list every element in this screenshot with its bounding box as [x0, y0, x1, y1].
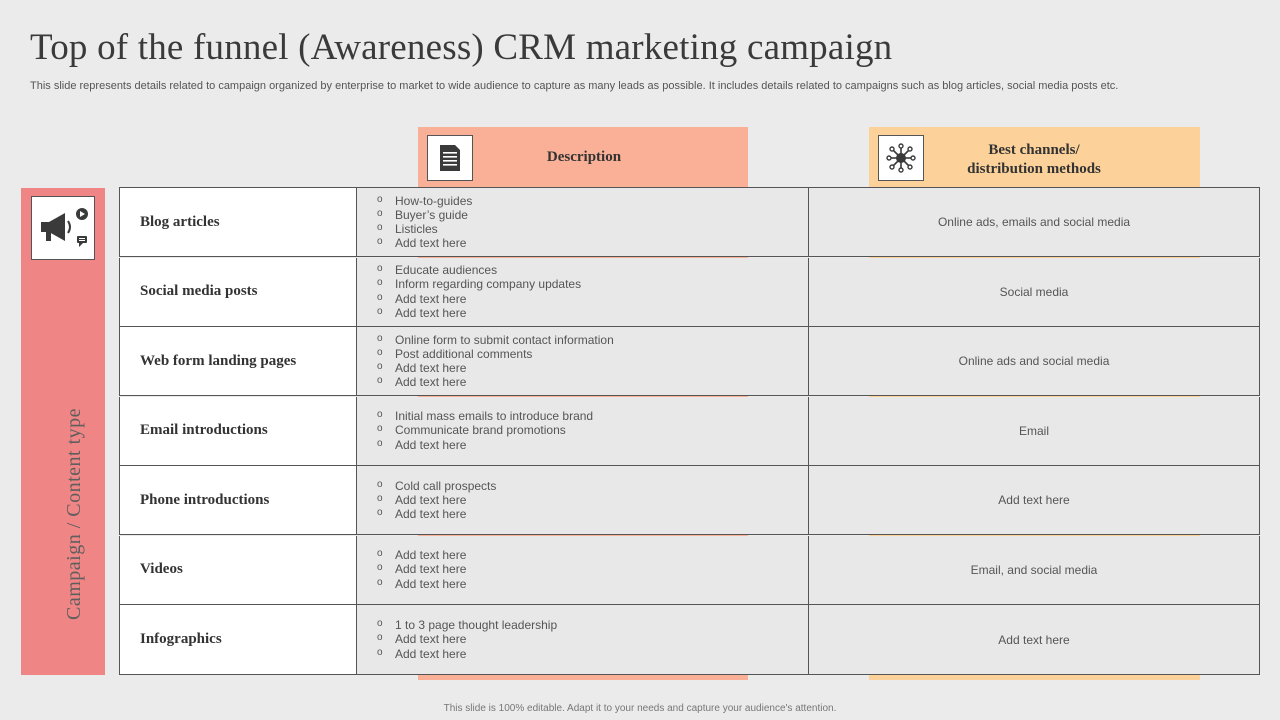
table-row: Phone introductions Cold call prospects …: [119, 466, 1260, 535]
row-description: Cold call prospects Add text here Add te…: [357, 466, 809, 534]
description-item: Add text here: [377, 437, 808, 452]
row-description: Educate audiences Inform regarding compa…: [357, 257, 809, 326]
table-row: Blog articles How-to-guides Buyer’s guid…: [119, 188, 1260, 257]
description-header: Description: [546, 149, 622, 165]
description-item: Add text here: [377, 374, 808, 389]
document-icon: [427, 135, 473, 181]
description-item: 1 to 3 page thought leadership: [377, 617, 808, 632]
row-channels: Add text here: [809, 466, 1260, 534]
description-item: Add text here: [377, 360, 808, 375]
megaphone-icon: [31, 196, 95, 260]
row-channels: Online ads and social media: [809, 327, 1260, 395]
description-item: Post additional comments: [377, 346, 808, 361]
row-description: Online form to submit contact informatio…: [357, 327, 809, 395]
description-item: Add text here: [377, 631, 808, 646]
description-item: Add text here: [377, 305, 808, 320]
description-item: Communicate brand promotions: [377, 422, 808, 437]
row-type: Phone introductions: [119, 466, 357, 534]
network-hub-icon: [878, 135, 924, 181]
channels-header-line2: distribution methods: [967, 161, 1101, 177]
description-item: Buyer’s guide: [377, 207, 808, 222]
description-item: Online form to submit contact informatio…: [377, 332, 808, 347]
row-description: 1 to 3 page thought leadership Add text …: [357, 605, 809, 674]
row-channels: Online ads, emails and social media: [809, 188, 1260, 256]
page-title: Top of the funnel (Awareness) CRM market…: [30, 27, 893, 68]
description-item: Listicles: [377, 221, 808, 236]
description-item: Add text here: [377, 561, 808, 576]
channels-header: Best channels/ distribution methods: [934, 141, 1134, 179]
campaign-table: Blog articles How-to-guides Buyer’s guid…: [119, 187, 1260, 675]
row-channels: Email, and social media: [809, 535, 1260, 604]
description-item: Add text here: [377, 492, 808, 507]
campaign-content-type-label: Campaign / Content type: [63, 407, 85, 620]
row-channels: Add text here: [809, 605, 1260, 674]
campaign-side-band: Campaign / Content type: [21, 188, 105, 675]
description-item: Add text here: [377, 576, 808, 591]
description-item: Educate audiences: [377, 262, 808, 277]
table-row: Web form landing pages Online form to su…: [119, 327, 1260, 396]
description-item: Add text here: [377, 547, 808, 562]
footer-note: This slide is 100% editable. Adapt it to…: [443, 703, 837, 714]
row-type: Social media posts: [119, 257, 357, 326]
table-row: Email introductions Initial mass emails …: [119, 396, 1260, 466]
row-type: Infographics: [119, 605, 357, 674]
row-type: Web form landing pages: [119, 327, 357, 395]
table-row: Videos Add text here Add text here Add t…: [119, 535, 1260, 605]
row-type: Videos: [119, 535, 357, 604]
row-channels: Social media: [809, 257, 1260, 326]
description-item: Initial mass emails to introduce brand: [377, 408, 808, 423]
row-description: How-to-guides Buyer’s guide Listicles Ad…: [357, 188, 809, 256]
row-type: Blog articles: [119, 188, 357, 256]
row-type: Email introductions: [119, 396, 357, 465]
description-item: Add text here: [377, 506, 808, 521]
description-item: Add text here: [377, 235, 808, 250]
description-item: Inform regarding company updates: [377, 276, 808, 291]
row-channels: Email: [809, 396, 1260, 465]
page-subtitle: This slide represents details related to…: [30, 80, 1119, 92]
description-item: Add text here: [377, 290, 808, 306]
table-row: Social media posts Educate audiences Inf…: [119, 257, 1260, 327]
description-item: Cold call prospects: [377, 478, 808, 493]
row-description: Add text here Add text here Add text her…: [357, 535, 809, 604]
table-row: Infographics 1 to 3 page thought leaders…: [119, 605, 1260, 674]
channels-header-line1: Best channels/: [988, 142, 1080, 158]
description-item: Add text here: [377, 646, 808, 661]
row-description: Initial mass emails to introduce brand C…: [357, 396, 809, 465]
description-item: How-to-guides: [377, 193, 808, 208]
